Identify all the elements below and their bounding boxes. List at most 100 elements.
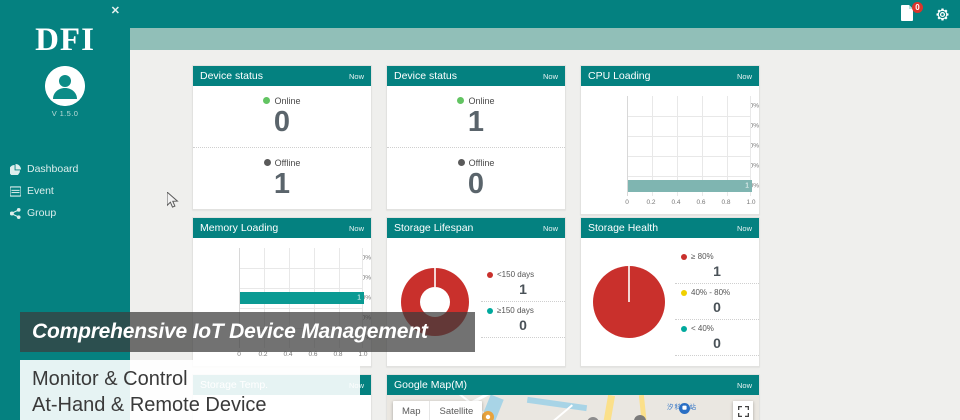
bar-lt-20: 1 <box>628 180 752 192</box>
status-label: Offline <box>457 158 494 168</box>
x-tick-label: 0.8 <box>721 199 731 206</box>
card-body: ≥ 80% 60% - 80% 40% - 60% 20% - 40% < 20… <box>581 86 759 214</box>
card-timestamp: Now <box>348 223 364 233</box>
pie-chart-icon <box>10 163 21 175</box>
status-text: Online <box>274 95 301 106</box>
card-timestamp: Now <box>736 71 752 81</box>
gridline <box>628 116 751 117</box>
map-pin-icon <box>482 411 494 420</box>
share-nodes-icon <box>10 207 21 219</box>
card-title: Google Map(M) <box>394 379 467 391</box>
fullscreen-icon <box>737 405 749 417</box>
overlay-subline-2: At-Hand & Remote Device <box>32 393 267 416</box>
legend-dot-lt40 <box>681 325 687 332</box>
status-label: Online <box>457 95 495 106</box>
status-value: 1 <box>273 167 291 200</box>
card-title: Device status <box>200 70 264 82</box>
header-actions: 0 <box>901 0 950 28</box>
status-dot-offline <box>263 159 271 167</box>
sidebar-nav: Dashboard Event Group <box>0 158 130 224</box>
sidebar-item-event[interactable]: Event <box>0 180 130 202</box>
legend-item: < 40% 0 <box>675 320 759 356</box>
sidebar-close-button[interactable]: ✕ <box>110 5 120 17</box>
sidebar-item-label: Group <box>27 207 57 219</box>
device-status-offline: Offline 0 <box>387 148 565 210</box>
avatar[interactable] <box>45 66 85 106</box>
bar-value-label: 1 <box>357 294 361 302</box>
x-tick-label: 0.6 <box>308 351 318 358</box>
map-toggle-satellite[interactable]: Satellite <box>429 401 483 420</box>
card-body: Online 0 Offline 1 <box>193 86 371 209</box>
gridline <box>240 268 363 269</box>
x-tick-label: 0.4 <box>671 199 681 206</box>
gridline <box>702 96 703 196</box>
user-avatar-icon <box>45 66 85 106</box>
legend-label-row: < 40% <box>681 324 753 333</box>
cpu-loading-bar-chart: ≥ 80% 60% - 80% 40% - 60% 20% - 40% < 20… <box>581 86 759 214</box>
status-value: 0 <box>273 105 291 138</box>
map-type-toggle[interactable]: Map Satellite <box>393 401 483 420</box>
x-tick-label: 1.0 <box>358 351 368 358</box>
gridline <box>628 176 751 177</box>
notification-badge: 0 <box>912 2 923 13</box>
status-label: Offline <box>263 158 300 168</box>
map-pin-icon <box>634 415 646 420</box>
gridline <box>628 136 751 137</box>
card-title: Storage Health <box>588 222 659 234</box>
legend: <150 days 1 ≥150 days 0 <box>481 238 565 366</box>
legend-dot-gte80 <box>681 253 687 260</box>
legend-item: ≥150 days 0 <box>481 302 565 338</box>
notifications-button[interactable]: 0 <box>901 2 923 23</box>
gridline <box>750 96 751 196</box>
x-tick-label: 0.8 <box>333 351 343 358</box>
legend-label: ≥ 80% <box>691 252 714 261</box>
legend-label: <150 days <box>497 270 535 279</box>
legend-dot-40-80 <box>681 289 687 296</box>
legend-item: ≥ 80% 1 <box>675 248 759 284</box>
legend-item: <150 days 1 <box>481 266 565 302</box>
bar-40-60: 1 <box>240 292 364 304</box>
x-tick-label: 0.2 <box>258 351 268 358</box>
card-body: Noble Steak Xizhi District 汐科車站 <box>387 395 759 420</box>
gear-icon[interactable] <box>935 7 950 22</box>
x-tick-label: 1.0 <box>746 199 756 206</box>
sidebar-item-label: Dashboard <box>27 163 79 175</box>
map-toggle-map[interactable]: Map <box>393 401 430 420</box>
legend-value: 0 <box>713 335 721 351</box>
sidebar-item-dashboard[interactable]: Dashboard <box>0 158 130 180</box>
legend: ≥ 80% 1 40% - 80% 0 < <box>675 238 759 366</box>
card-timestamp: Now <box>736 223 752 233</box>
gridline <box>652 96 653 196</box>
card-cpu-loading: CPU Loading Now ≥ 80% 60% - 80% 40% - 60… <box>580 65 760 215</box>
map-fullscreen-button[interactable] <box>733 401 753 420</box>
bar-value-label: 1 <box>745 182 749 190</box>
gridline <box>628 156 751 157</box>
card-device-status-2: Device status Now Online 1 Offline 0 <box>386 65 566 210</box>
overlay-headline-band: Comprehensive IoT Device Management <box>20 312 475 352</box>
card-timestamp: Now <box>348 71 364 81</box>
card-header: CPU Loading Now <box>581 66 759 86</box>
legend-value: 1 <box>519 281 527 297</box>
card-title: Storage Lifespan <box>394 222 474 234</box>
status-text: Online <box>468 95 495 106</box>
map-pin-icon <box>587 417 599 420</box>
card-device-status-1: Device status Now Online 0 Offline 1 <box>192 65 372 210</box>
map-transit-icon <box>679 403 690 414</box>
card-header: Storage Lifespan Now <box>387 218 565 238</box>
mouse-cursor <box>167 192 179 208</box>
card-timestamp: Now <box>542 71 558 81</box>
overlay-subtext-band: Monitor & Control At-Hand & Remote Devic… <box>20 360 360 420</box>
legend-dot-gte150 <box>487 307 493 314</box>
sidebar-item-group[interactable]: Group <box>0 202 130 224</box>
status-dot-offline <box>457 159 465 167</box>
legend-label-row: <150 days <box>487 270 559 279</box>
legend-item: 40% - 80% 0 <box>675 284 759 320</box>
plot-area: 1 <box>627 96 752 196</box>
card-header: Device status Now <box>387 66 565 86</box>
dashboard-content: Device status Now Online 0 Offline 1 <box>130 50 960 420</box>
x-tick-label: 0.6 <box>696 199 706 206</box>
brand-logo: DFI <box>35 22 95 58</box>
legend-label: ≥150 days <box>497 306 534 315</box>
card-title: Memory Loading <box>200 222 279 234</box>
